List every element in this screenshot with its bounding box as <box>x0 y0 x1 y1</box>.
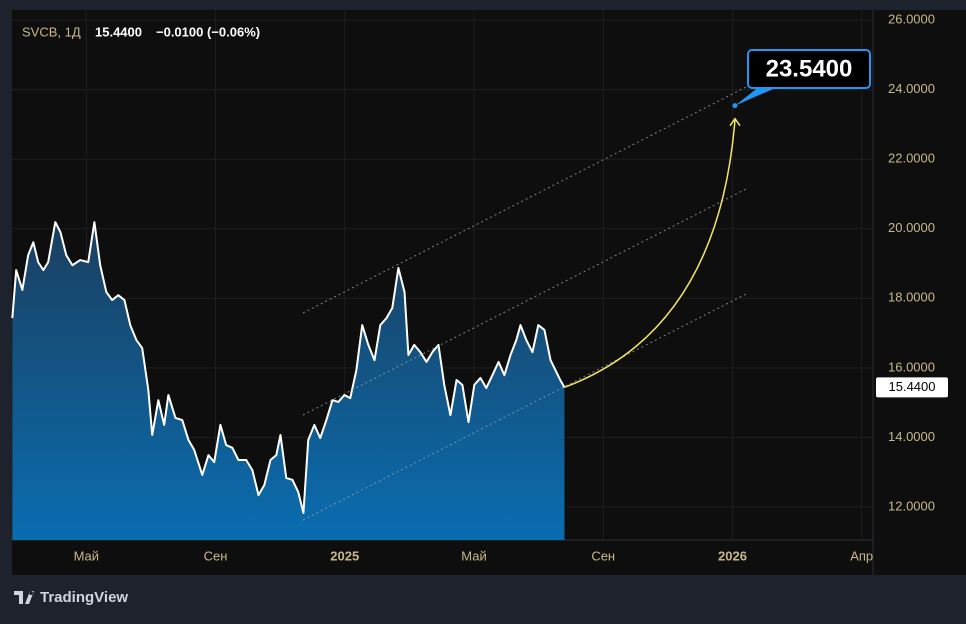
logo-mark <box>14 591 34 604</box>
price-change: −0.0100 (−0.06%) <box>156 24 260 39</box>
brand: TradingView <box>40 589 128 606</box>
projection-curve <box>564 119 736 389</box>
last-price-label: 15.4400 <box>889 379 936 394</box>
x-tick-label: Май <box>74 548 99 563</box>
channel-lower <box>302 292 749 521</box>
x-tick-label: Сен <box>591 548 615 563</box>
x-tick-label: 2025 <box>330 548 359 563</box>
channel-upper <box>302 85 749 314</box>
y-tick-label: 18.0000 <box>888 290 935 305</box>
y-tick-label: 14.0000 <box>888 429 935 444</box>
logo: TradingView <box>14 589 128 606</box>
price-line <box>11 221 566 514</box>
y-tick-label: 20.0000 <box>888 220 935 235</box>
target-label: 23.5400 <box>766 55 853 82</box>
last-price-box <box>876 377 948 398</box>
projection-arrow <box>729 117 741 127</box>
last-price: 15.4400 <box>95 24 142 39</box>
target-box <box>747 49 871 89</box>
symbol: SVCB, 1Д <box>22 24 81 39</box>
x-tick-label: Май <box>461 548 486 563</box>
x-tick-label: Сен <box>204 548 228 563</box>
y-tick-label: 22.0000 <box>888 151 935 166</box>
y-tick-label: 12.0000 <box>888 498 935 513</box>
channel-middle <box>302 187 749 416</box>
y-tick-label: 16.0000 <box>888 359 935 374</box>
y-tick-label: 24.0000 <box>888 81 935 96</box>
target-callout <box>735 86 780 106</box>
price-area <box>12 222 565 541</box>
y-tick-label: 26.0000 <box>888 12 935 27</box>
x-tick-label: 2026 <box>718 548 747 563</box>
x-tick-label: Апр <box>850 548 873 563</box>
channel <box>302 85 749 521</box>
